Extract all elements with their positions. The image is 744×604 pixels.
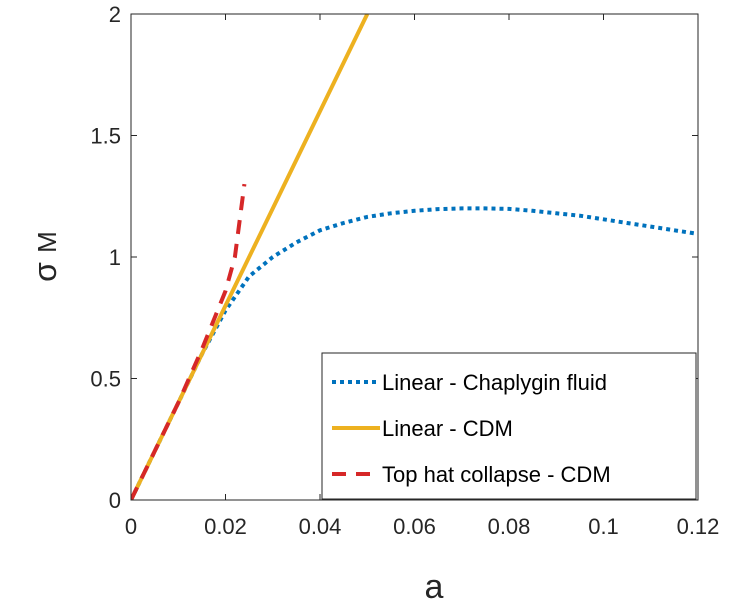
y-tick-label: 0.5 (90, 367, 121, 392)
y-axis-label-subscript: M (32, 231, 62, 253)
y-tick-label: 1 (109, 245, 121, 270)
x-tick-label: 0.02 (204, 514, 247, 539)
x-tick-label: 0 (125, 514, 137, 539)
series-chaplygin-line (131, 206, 698, 500)
x-tick-label: 0.04 (299, 514, 342, 539)
y-axis-label-group: σ M (27, 231, 63, 282)
ticks-layer (130, 13, 699, 501)
y-tick-labels: 0 0.5 1 1.5 2 (90, 2, 121, 513)
series-linear-cdm-line (131, 14, 370, 500)
legend-box (321, 352, 697, 500)
x-tick-label: 0.06 (393, 514, 436, 539)
legend-label-top-hat: Top hat collapse - CDM (382, 462, 611, 487)
x-axis-label: a (425, 568, 444, 604)
x-tick-label: 0.08 (488, 514, 531, 539)
series-layer (131, 14, 698, 500)
y-tick-label: 0 (109, 488, 121, 513)
y-tick-label: 1.5 (90, 124, 121, 149)
y-axis-label: σ (27, 262, 63, 282)
y-tick-label: 2 (109, 2, 121, 27)
legend: Linear - Chaplygin fluid Linear - CDM To… (321, 352, 697, 500)
x-tick-label: 0.12 (677, 514, 720, 539)
legend-label-linear-cdm: Linear - CDM (382, 416, 513, 441)
series-top-hat-line (131, 183, 247, 500)
legend-label-chaplygin: Linear - Chaplygin fluid (382, 370, 607, 395)
x-tick-label: 0.1 (588, 514, 619, 539)
x-tick-labels: 0 0.02 0.04 0.06 0.08 0.1 0.12 (125, 514, 720, 539)
